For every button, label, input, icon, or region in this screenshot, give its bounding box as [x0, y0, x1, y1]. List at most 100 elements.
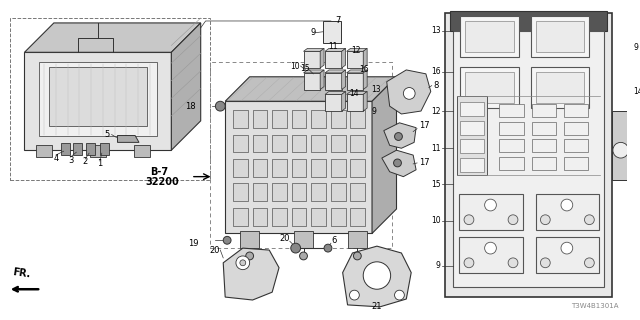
Bar: [531, 16, 589, 57]
Polygon shape: [294, 231, 314, 248]
Circle shape: [403, 88, 415, 99]
Bar: [532, 104, 556, 117]
Bar: [331, 134, 346, 152]
Polygon shape: [325, 73, 342, 90]
Polygon shape: [303, 70, 324, 73]
Circle shape: [561, 242, 573, 254]
Polygon shape: [382, 150, 416, 177]
Polygon shape: [347, 70, 367, 73]
Polygon shape: [325, 51, 342, 68]
Text: 15: 15: [431, 180, 440, 189]
Polygon shape: [36, 145, 52, 157]
Circle shape: [324, 244, 332, 252]
Text: 9: 9: [436, 261, 440, 270]
Bar: [331, 110, 346, 128]
Bar: [292, 134, 307, 152]
Bar: [292, 208, 307, 226]
Bar: [331, 159, 346, 177]
Bar: [292, 159, 307, 177]
Bar: [292, 183, 307, 201]
Polygon shape: [118, 136, 139, 142]
Text: 2: 2: [83, 157, 88, 166]
Polygon shape: [303, 73, 320, 90]
Text: 21: 21: [372, 302, 382, 311]
Polygon shape: [223, 248, 279, 300]
Bar: [531, 67, 589, 108]
Polygon shape: [387, 70, 431, 114]
Polygon shape: [348, 231, 367, 248]
Circle shape: [613, 142, 628, 158]
Text: 18: 18: [185, 102, 196, 111]
Circle shape: [240, 260, 246, 266]
Polygon shape: [134, 145, 150, 157]
Circle shape: [508, 258, 518, 268]
Polygon shape: [347, 48, 367, 51]
Text: 9: 9: [371, 107, 376, 116]
Circle shape: [300, 252, 307, 260]
Polygon shape: [364, 70, 367, 90]
Polygon shape: [364, 48, 367, 68]
Bar: [536, 237, 599, 273]
Bar: [536, 21, 584, 52]
Polygon shape: [347, 73, 364, 90]
Bar: [272, 159, 287, 177]
Text: 19: 19: [188, 239, 199, 248]
Circle shape: [394, 290, 404, 300]
Polygon shape: [342, 48, 346, 68]
Bar: [612, 111, 630, 180]
Circle shape: [246, 252, 253, 260]
Bar: [233, 159, 248, 177]
Bar: [253, 134, 268, 152]
Circle shape: [364, 262, 390, 289]
Circle shape: [508, 215, 518, 225]
Text: 17: 17: [419, 121, 429, 130]
Text: 10: 10: [431, 216, 440, 225]
Bar: [233, 183, 248, 201]
Bar: [351, 159, 365, 177]
Text: 11: 11: [431, 144, 440, 153]
Bar: [311, 183, 326, 201]
Text: 16: 16: [359, 65, 369, 75]
Bar: [460, 67, 519, 108]
Bar: [233, 134, 248, 152]
Text: B-7: B-7: [150, 167, 168, 177]
Bar: [323, 21, 340, 43]
Bar: [272, 110, 287, 128]
Bar: [453, 31, 604, 287]
Polygon shape: [303, 51, 320, 68]
Polygon shape: [325, 48, 346, 51]
Bar: [253, 110, 268, 128]
Bar: [564, 104, 588, 117]
Bar: [499, 157, 524, 170]
Text: 9: 9: [310, 28, 316, 37]
Bar: [532, 122, 556, 134]
Bar: [499, 140, 524, 152]
Bar: [459, 194, 523, 229]
Circle shape: [540, 215, 550, 225]
Bar: [445, 13, 612, 297]
Circle shape: [353, 252, 361, 260]
Bar: [459, 237, 523, 273]
Text: 7: 7: [335, 16, 340, 26]
Text: 13: 13: [431, 26, 440, 35]
Bar: [460, 140, 484, 153]
Bar: [331, 208, 346, 226]
Polygon shape: [240, 231, 259, 248]
Bar: [460, 121, 484, 134]
Bar: [460, 158, 484, 172]
Circle shape: [484, 242, 497, 254]
Text: 12: 12: [351, 46, 361, 55]
Circle shape: [484, 199, 497, 211]
Bar: [233, 110, 248, 128]
Bar: [460, 102, 484, 116]
Bar: [536, 72, 584, 103]
Bar: [292, 110, 307, 128]
Polygon shape: [384, 123, 416, 148]
Bar: [311, 110, 326, 128]
Circle shape: [236, 256, 250, 270]
Polygon shape: [303, 48, 324, 51]
Bar: [465, 72, 514, 103]
Bar: [253, 159, 268, 177]
Circle shape: [584, 258, 595, 268]
Text: 8: 8: [434, 81, 439, 90]
